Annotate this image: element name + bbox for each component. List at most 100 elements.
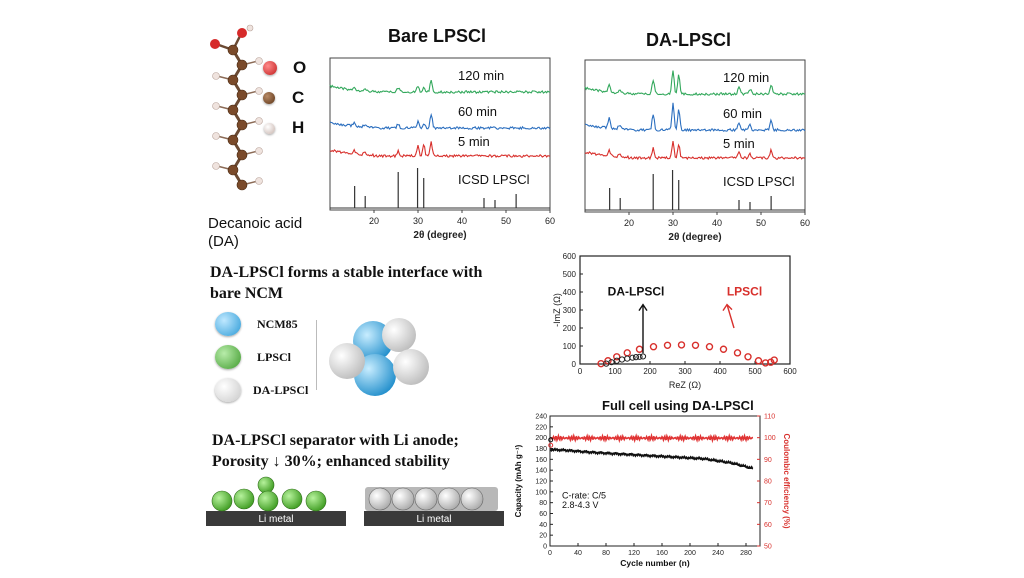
y-tick-label: 100: [535, 489, 547, 496]
x-axis-label: ReZ (Ω): [669, 380, 701, 390]
xrd-bare-title: Bare LPSCl: [388, 26, 487, 46]
y-tick-label: 220: [535, 424, 547, 431]
x-tick-label: 400: [713, 367, 727, 376]
y-tick-label: 300: [563, 306, 577, 315]
carbon-atom: [236, 119, 248, 131]
y-tick-label: 140: [535, 468, 547, 475]
cluster-da-lpscl-particle: [382, 318, 416, 352]
separator-heading-line1: DA-LPSCl separator with Li anode;: [212, 432, 459, 449]
ce-first-cycle-point: [548, 442, 554, 448]
carbon-atom: [236, 179, 248, 191]
xrd-plot-frame: [584, 59, 806, 213]
x-tick-label: 30: [413, 216, 423, 226]
y-axis-label: Capacity (mAh g⁻¹): [514, 444, 523, 517]
hydrogen-atom: [212, 102, 220, 110]
y-tick-label: 400: [563, 288, 577, 297]
hydrogen-atom: [212, 132, 220, 140]
xrd-plot-frame: [329, 57, 551, 211]
hydrogen-atom: [255, 177, 263, 185]
xrd-trace-label: 60 min: [723, 106, 762, 121]
oxygen-atom: [237, 28, 247, 38]
carbon-atom: [227, 74, 239, 86]
carbon-atom: [227, 134, 239, 146]
x-tick-label: 50: [756, 218, 766, 228]
arrow-lpscl: [726, 304, 735, 329]
hydrogen-atom: [212, 72, 220, 80]
legend-label: DA-LPSCl: [253, 382, 309, 397]
cycling-chart: 0 40 80 120 160 200 240 280 0 20 40 60 80 100 120 140 16…: [514, 414, 791, 569]
carbon-atom: [236, 89, 248, 101]
x-tick-label: 160: [656, 550, 668, 557]
lpscl-particle: [257, 476, 275, 494]
da-lpscl-data-point: [629, 354, 636, 361]
hydrogen-atom: [255, 147, 263, 155]
lpscl-particle: [211, 490, 233, 512]
hydrogen-atom: [255, 87, 263, 95]
legend-divider: [316, 320, 317, 390]
cluster-da-lpscl-particle: [329, 343, 365, 379]
y2-tick-label: 80: [764, 479, 772, 486]
atom-legend-carbon: C: [263, 88, 304, 108]
xrd-trace-label: ICSD LPSCl: [458, 172, 530, 187]
interface-heading-line1: DA-LPSCl forms a stable interface with: [210, 264, 483, 281]
separator-heading: DA-LPSCl separator with Li anode; Porosi…: [212, 430, 459, 472]
lpscl-particle: [257, 490, 279, 512]
lpscl-particle: [305, 490, 327, 512]
x-axis-label: Cycle number (n): [620, 558, 690, 568]
lpscl-data-point: [613, 353, 621, 361]
cycling-note-voltage: 2.8-4.3 V: [562, 500, 599, 510]
da-lpscl-data-point: [632, 354, 640, 361]
eis-plot-frame: [579, 255, 791, 365]
da-lpscl-particle: [437, 487, 461, 511]
cycling-note-crate: C-rate: C/5: [562, 490, 606, 500]
carbon-atom: [236, 149, 248, 161]
xrd-trace-5-min: [584, 141, 806, 161]
lpscl-data-point: [691, 341, 700, 349]
y2-tick-label: 100: [764, 435, 776, 442]
y-tick-label: 160: [535, 457, 547, 464]
y-tick-label: 80: [539, 500, 547, 507]
x-tick-label: 200: [643, 367, 657, 376]
atom-symbol: O: [293, 58, 307, 77]
lpscl-data-point: [663, 341, 672, 349]
y-tick-label: 200: [535, 435, 547, 442]
hydrogen-atom: [255, 57, 263, 65]
interface-heading-line2: bare NCM: [210, 285, 284, 302]
ncm85-particle-icon: [215, 312, 241, 336]
xrd-trace-label: 120 min: [723, 70, 769, 85]
molecule-name-line2: (DA): [208, 233, 239, 250]
xrd-trace-60-min: [584, 102, 806, 133]
carbon-atom: [227, 104, 239, 116]
y-tick-label: 40: [539, 522, 547, 529]
eis-label-lpscl: LPSCl: [727, 285, 762, 299]
y2-tick-label: 90: [764, 457, 772, 464]
da-lpscl-data-point: [636, 353, 643, 360]
y-axis-label: -ImZ (Ω): [552, 293, 562, 327]
da-lpscl-particle: [391, 487, 415, 511]
arrow-head-icon: [638, 303, 648, 311]
hydrogen-atom: [246, 24, 254, 32]
x-tick-label: 600: [783, 367, 797, 376]
li-metal-layer: [364, 511, 504, 526]
legend-label: LPSCl: [257, 349, 292, 364]
x-axis-label: 2θ (degree): [668, 232, 721, 243]
da-lpscl-particle: [368, 487, 392, 511]
x-tick-label: 80: [602, 550, 610, 557]
da-lpscl-on-li-illustration: Li metal: [364, 487, 504, 526]
li-metal-label: Li metal: [416, 514, 451, 525]
lpscl-data-point: [705, 343, 714, 351]
x-tick-label: 0: [578, 367, 583, 376]
legend-ncm85: NCM85: [215, 312, 298, 336]
eis-label-da-lpscl: DA-LPSCl: [608, 285, 665, 299]
atom-legend-oxygen: O: [263, 58, 306, 78]
x-tick-label: 200: [684, 550, 696, 557]
cycling-title: Full cell using DA-LPSCl: [602, 398, 754, 413]
interface-heading: DA-LPSCl forms a stable interface with b…: [210, 262, 482, 304]
atom-symbol: H: [292, 118, 305, 137]
atom-legend-hydrogen: H: [264, 118, 304, 138]
lpscl-data-point: [649, 343, 658, 351]
x-tick-label: 280: [740, 550, 752, 557]
molecule-name: Decanoic acid (DA): [208, 215, 302, 251]
x-tick-label: 0: [548, 550, 552, 557]
lpscl-data-point: [719, 345, 728, 353]
